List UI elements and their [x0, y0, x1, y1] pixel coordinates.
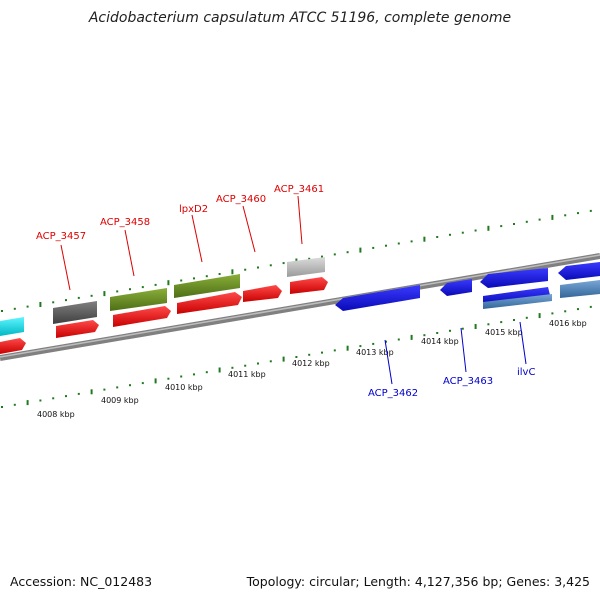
genome-backbone-highlight	[0, 254, 600, 358]
gene-label-acp-3458: ACP_3458	[100, 217, 150, 228]
kbp-label-4008: 4008 kbp	[37, 410, 75, 419]
leader-acp-3462	[384, 339, 393, 385]
reverse-cds-acp-3462[interactable]	[335, 285, 420, 311]
kbp-label-4013: 4013 kbp	[356, 348, 394, 357]
gene-label-acp-3460: ACP_3460	[216, 194, 266, 205]
kbp-label-4011: 4011 kbp	[228, 370, 266, 379]
gene-acp-3457-feature[interactable]	[53, 301, 97, 324]
steel-blue-feature-right[interactable]	[560, 280, 600, 298]
kbp-label-4014: 4014 kbp	[421, 337, 459, 346]
leader-acp-3458	[124, 229, 135, 277]
gene-label-lpxd2: lpxD2	[179, 204, 208, 215]
map-title: Acidobacterium capsulatum ATCC 51196, co…	[88, 10, 512, 26]
inner-tick-ring	[1, 305, 592, 408]
reverse-cds-ilvc-top[interactable]	[480, 268, 548, 288]
kbp-label-4009: 4009 kbp	[101, 396, 139, 405]
outer-tick-ring	[1, 209, 592, 312]
forward-cds-acp-3458[interactable]	[113, 306, 171, 327]
cyan-feature[interactable]	[0, 317, 24, 336]
reverse-cds-ilvc[interactable]	[483, 287, 550, 304]
leader-acp-3457	[60, 244, 71, 291]
gene-label-acp-3461: ACP_3461	[274, 184, 324, 195]
gene-lpxd2-feature[interactable]	[174, 274, 240, 298]
leader-acp-3461	[297, 195, 303, 245]
gene-label-acp-3463: ACP_3463	[443, 376, 493, 387]
steel-blue-feature[interactable]	[483, 294, 552, 309]
forward-cds-acp-3460[interactable]	[243, 285, 282, 302]
forward-cds-acp-3457[interactable]	[56, 320, 99, 338]
leader-ilvc	[519, 321, 527, 365]
leader-acp-3463	[460, 327, 467, 373]
leader-lpxd2	[191, 214, 203, 263]
accession-label: Accession: NC_012483	[10, 574, 153, 589]
gene-label-acp-3462: ACP_3462	[368, 388, 418, 399]
forward-cds-acp-3461[interactable]	[290, 277, 328, 294]
topology-label: Topology: circular; Length: 4,127,356 bp…	[246, 574, 590, 589]
forward-cds-0[interactable]	[0, 338, 26, 354]
gene-acp-3461-feature[interactable]	[287, 257, 325, 277]
kbp-label-4016: 4016 kbp	[549, 319, 587, 328]
reverse-cds-acp-3463[interactable]	[440, 279, 472, 296]
kbp-label-4010: 4010 kbp	[165, 383, 203, 392]
leader-acp-3460	[242, 205, 256, 253]
kbp-label-4012: 4012 kbp	[292, 359, 330, 368]
gene-acp-3458-feature[interactable]	[110, 288, 167, 311]
kbp-label-4015: 4015 kbp	[485, 328, 523, 337]
gene-label-acp-3457: ACP_3457	[36, 231, 86, 242]
forward-cds-lpxd2[interactable]	[177, 292, 242, 314]
reverse-cds-right[interactable]	[558, 262, 600, 280]
gene-label-ilvc: ilvC	[517, 367, 535, 378]
